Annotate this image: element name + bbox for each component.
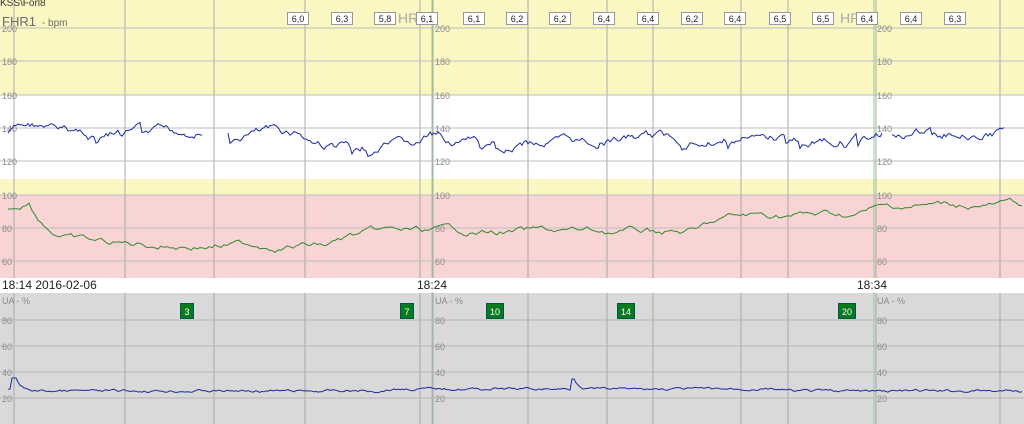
mhr-trace	[8, 197, 1023, 254]
fhr-tick-label: 120	[435, 157, 450, 167]
ua-trace	[7, 377, 1023, 394]
fhr-channel-label: FHR1 - bpm	[2, 14, 68, 29]
event-marker[interactable]: 7	[400, 303, 414, 319]
fhr-tick-label: 160	[435, 91, 450, 101]
hr-ghost-label-2: HR	[840, 10, 861, 26]
stv-value-box: 6,5	[812, 12, 834, 25]
time-row: 18:14 2016-02-06 18:24 18:34	[0, 278, 1024, 292]
fhr-tick-label: 80	[877, 224, 887, 234]
fhr-tick-label: 100	[435, 191, 450, 201]
ua-tick-label: 40	[2, 368, 12, 378]
event-marker[interactable]: 3	[180, 303, 194, 319]
stv-value-box: 6,1	[463, 12, 485, 25]
stv-value-box: 6,5	[769, 12, 791, 25]
fhr-tick-label: 180	[877, 57, 892, 67]
ua-tick-label: 60	[877, 342, 887, 352]
fhr-tick-label: 200	[877, 24, 892, 34]
fhr-trace	[7, 121, 1005, 158]
ua-tick-label: 20	[877, 394, 887, 404]
ua-tick-label: 20	[435, 394, 445, 404]
fhr-tick-label: 200	[2, 24, 17, 34]
stv-value-box: 6,4	[900, 12, 922, 25]
time-mid: 18:24	[417, 278, 448, 292]
fhr-tick-label: 140	[877, 124, 892, 134]
fhr-tick-label: 200	[435, 24, 450, 34]
fhr-tick-label: 180	[435, 57, 450, 67]
ua-tick-label: 20	[2, 394, 12, 404]
fhr-tick-label: 80	[2, 224, 12, 234]
ua-tick-label: 60	[435, 342, 445, 352]
tick-labels: 200 180 160 140 120 100 80 60 200 180 160 140 120 100…	[2, 24, 905, 404]
window-title: KSS\Förl8	[0, 0, 46, 9]
stv-value-box: 6,4	[593, 12, 615, 25]
ua-tick-label: 60	[2, 342, 12, 352]
ua-tick-label: 40	[877, 368, 887, 378]
time-start: 18:14 2016-02-06	[2, 278, 97, 292]
stv-value-box: 6,4	[637, 12, 659, 25]
stv-value-box: 6,2	[681, 12, 703, 25]
fhr-tick-label: 60	[877, 257, 887, 267]
ua-tick-label: 80	[877, 316, 887, 326]
stv-value-box: 5,8	[374, 12, 396, 25]
zone-normal	[0, 95, 1024, 179]
stv-value-box: 6,2	[506, 12, 528, 25]
fhr-tick-label: 160	[877, 91, 892, 101]
stv-value-box: 6,3	[331, 12, 353, 25]
ua-tick-label: 40	[435, 368, 445, 378]
event-marker[interactable]: 20	[838, 303, 856, 319]
time-end: 18:34	[857, 278, 888, 292]
zone-mhr	[0, 195, 1024, 278]
stv-value-box: 6,2	[549, 12, 571, 25]
ua-label: UA - %	[435, 296, 463, 306]
stv-value-box: 6,4	[724, 12, 746, 25]
fhr-tick-label: 60	[2, 257, 12, 267]
hr-ghost-label: HR	[398, 10, 419, 26]
ua-panel-bg	[0, 293, 1024, 424]
event-marker[interactable]: 10	[486, 303, 504, 319]
stv-value-box: 6,4	[856, 12, 878, 25]
fhr-tick-label: 100	[877, 191, 892, 201]
zone-lower-yellow	[0, 179, 1024, 195]
fhr-tick-label: 120	[877, 157, 892, 167]
stv-value-box: 6,3	[944, 12, 966, 25]
fhr-tick-label: 180	[2, 57, 17, 67]
stv-value-box: 6,0	[287, 12, 309, 25]
fhr-tick-label: 160	[2, 91, 17, 101]
ua-label: UA - %	[877, 296, 905, 306]
ua-tick-label: 80	[435, 316, 445, 326]
ua-tick-label: 80	[2, 316, 12, 326]
event-marker[interactable]: 14	[617, 303, 635, 319]
fhr-tick-label: 100	[2, 191, 17, 201]
ua-label: UA - %	[2, 296, 30, 306]
fhr-tick-label: 140	[2, 124, 17, 134]
fhr-tick-label: 80	[435, 224, 445, 234]
fhr-tick-label: 60	[435, 257, 445, 267]
fhr-tick-label: 120	[2, 157, 17, 167]
fhr-tick-label: 140	[435, 124, 450, 134]
fhr-label-text: FHR1	[2, 14, 36, 29]
fhr-unit: - bpm	[41, 18, 68, 29]
stv-value-box: 6,1	[416, 12, 438, 25]
